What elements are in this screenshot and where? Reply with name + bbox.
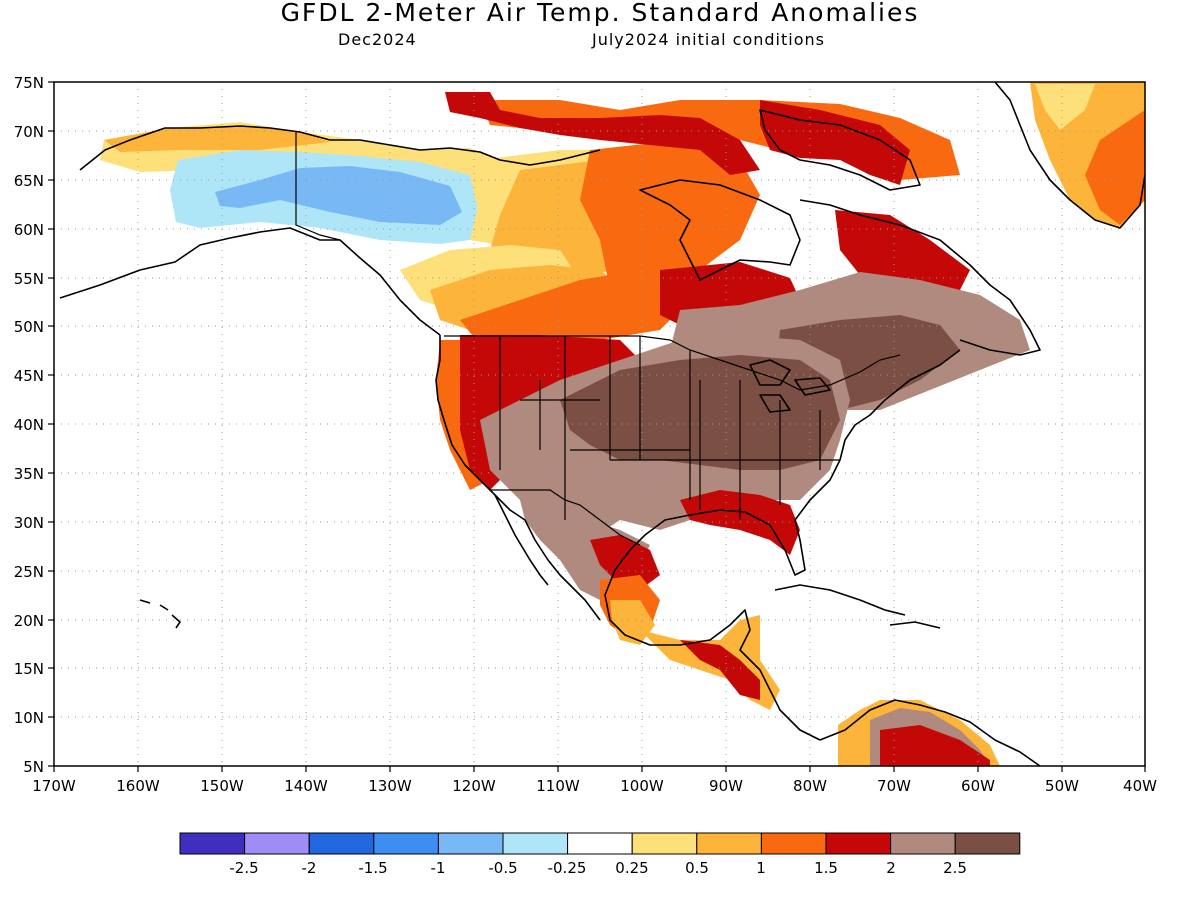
legend-swatch — [567, 832, 633, 855]
arctic-coastline — [79, 125, 601, 171]
lon-label: 40W — [1123, 777, 1157, 795]
lat-label: 50N — [14, 318, 44, 336]
lat-label: 5N — [23, 758, 44, 776]
lat-label: 20N — [14, 612, 44, 630]
south-america-red — [880, 725, 990, 766]
latitude-labels: 75N 70N 65N 60N 55N 50N 45N 40N 35N 30N … — [14, 74, 44, 776]
lon-label: 100W — [620, 777, 664, 795]
legend-swatch — [244, 832, 310, 855]
lat-label: 55N — [14, 270, 44, 288]
legend-label: -0.25 — [548, 859, 587, 877]
lat-label: 40N — [14, 416, 44, 434]
greenland-coast — [994, 82, 1145, 229]
south-america-coast — [819, 699, 1041, 766]
hawaii — [139, 599, 181, 629]
alaska-canada-border — [295, 132, 341, 241]
legend-swatch — [954, 832, 1021, 855]
legend-swatch — [760, 832, 827, 855]
legend-label: 1 — [756, 859, 766, 877]
lat-label: 35N — [14, 465, 44, 483]
baffin-island — [759, 109, 921, 191]
legend-swatch — [825, 832, 892, 855]
map-title: GFDL 2-Meter Air Temp. Standard Anomalie… — [280, 0, 920, 27]
lat-label: 15N — [14, 660, 44, 678]
legend-swatch — [502, 832, 569, 855]
lat-label: 65N — [14, 172, 44, 190]
arctic-islands-red — [445, 92, 760, 175]
us-canada-border — [444, 335, 901, 391]
legend-labels: -2.5 -2 -1.5 -1 -0.5 -0.25 0.25 0.5 1 1.… — [229, 859, 967, 877]
lon-label: 80W — [793, 777, 827, 795]
lat-label: 70N — [14, 123, 44, 141]
longitude-labels: 170W 160W 150W 140W 130W 120W 110W 100W … — [32, 777, 1157, 795]
central-america-red — [680, 640, 760, 700]
greenland-light-area — [1035, 84, 1095, 130]
us-mexico-border — [490, 489, 641, 546]
alaska-cold-area — [215, 166, 462, 225]
anomaly-field — [100, 82, 1145, 766]
lon-label: 140W — [284, 777, 328, 795]
lon-label: 110W — [536, 777, 580, 795]
legend-label: -1.5 — [358, 859, 387, 877]
us-state-lines — [499, 336, 840, 520]
political-borders — [295, 132, 901, 546]
legend-label: -0.5 — [488, 859, 517, 877]
legend-label: 0.5 — [685, 859, 709, 877]
hispaniola — [889, 621, 941, 629]
labrador-red — [835, 210, 970, 290]
hudson-bay — [639, 179, 801, 281]
lon-label: 130W — [368, 777, 412, 795]
legend-swatch — [890, 832, 956, 855]
prairies-dark-orange — [460, 270, 690, 345]
forecast-month: Dec2024 — [338, 30, 417, 49]
baffin-red — [760, 100, 910, 185]
arctic-orange-strip — [104, 126, 330, 152]
coastlines — [59, 82, 1145, 766]
lon-label: 120W — [452, 777, 496, 795]
legend-swatch — [631, 832, 698, 855]
lon-label: 70W — [877, 777, 911, 795]
alaska-coastline — [59, 227, 441, 336]
legend-label: -2 — [302, 859, 317, 877]
lat-label: 10N — [14, 709, 44, 727]
legend-label: 2.5 — [943, 859, 967, 877]
legend-swatch — [437, 832, 504, 855]
lon-label: 90W — [709, 777, 743, 795]
legend-swatch — [179, 832, 246, 855]
mexico-red — [590, 535, 660, 590]
legend-colorbar — [179, 832, 1021, 855]
lat-label: 75N — [14, 74, 44, 92]
lon-label: 150W — [200, 777, 244, 795]
lon-label: 60W — [961, 777, 995, 795]
lat-label: 45N — [14, 367, 44, 385]
labrador-coast — [799, 199, 1041, 356]
legend-swatch — [696, 832, 762, 855]
cuba — [774, 584, 906, 616]
lat-label: 30N — [14, 514, 44, 532]
legend-label: -1 — [431, 859, 446, 877]
initial-conditions: July2024 initial conditions — [592, 30, 825, 49]
legend-swatch — [373, 832, 439, 855]
legend-label: -2.5 — [229, 859, 258, 877]
legend-swatch — [308, 832, 375, 855]
greenland-orange-area — [1085, 110, 1145, 225]
lon-label: 160W — [116, 777, 160, 795]
legend-label: 0.25 — [615, 859, 648, 877]
lat-label: 25N — [14, 563, 44, 581]
lon-label: 170W — [32, 777, 76, 795]
baja-california — [494, 494, 549, 586]
canada-north-dark-orange — [580, 140, 760, 300]
lon-label: 50W — [1045, 777, 1079, 795]
legend-label: 1.5 — [814, 859, 838, 877]
axis-ticks — [48, 81, 1146, 772]
us-east-coast — [604, 349, 961, 741]
lat-label: 60N — [14, 221, 44, 239]
legend-label: 2 — [886, 859, 896, 877]
